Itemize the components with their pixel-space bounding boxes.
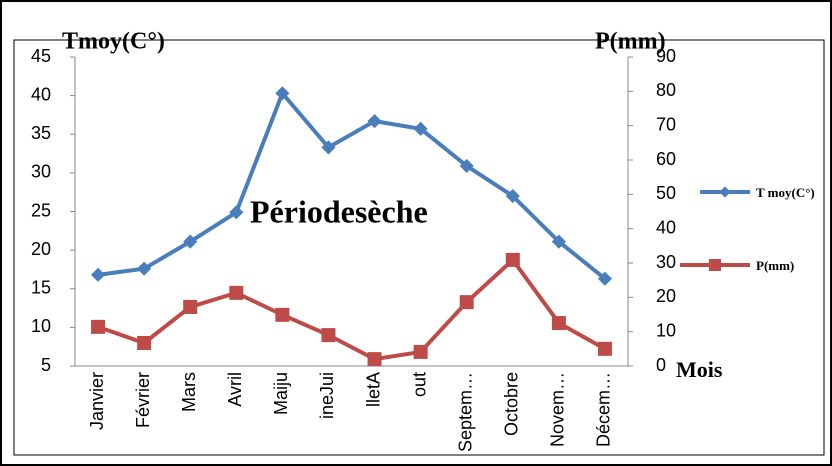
point [91, 319, 106, 334]
y-tick-label: 20 [31, 239, 51, 259]
y-tick-label: 15 [31, 278, 51, 298]
annotation: Périodesèche [250, 193, 428, 229]
point [459, 295, 474, 310]
point [321, 328, 336, 343]
y2-tick-label: 20 [656, 286, 676, 306]
y-tick-label: 40 [31, 84, 51, 104]
series-line [97, 257, 606, 362]
x-tick-label: Septem… [455, 372, 475, 452]
point [551, 234, 566, 249]
x-tick-label: out [409, 372, 429, 397]
x-tick-label: Octobre [502, 372, 522, 436]
y-tick-label: 5 [41, 355, 51, 375]
y2-tick-label: 90 [656, 46, 676, 66]
point [597, 341, 612, 356]
legend-label: T moy(C°) [756, 185, 815, 200]
point [321, 140, 336, 155]
y2-tick-label: 70 [656, 114, 676, 134]
x-tick-label: Janvier [87, 372, 107, 430]
point [367, 352, 382, 367]
plot-frame [13, 39, 825, 456]
x-tick-label: Décem… [594, 372, 614, 447]
y2-tick-label: 40 [656, 217, 676, 237]
point [137, 335, 152, 350]
point [551, 316, 566, 331]
y-tick-label: 30 [31, 162, 51, 182]
point [275, 307, 290, 322]
y2-tick-label: 30 [656, 252, 676, 272]
point [183, 299, 198, 314]
y2-tick-label: 0 [656, 355, 666, 375]
legend-label: P(mm) [756, 258, 794, 273]
point [275, 86, 290, 101]
x-tick-label: Novem… [548, 372, 568, 447]
point [229, 205, 244, 220]
point [90, 267, 106, 282]
x-tick-label: Février [133, 372, 153, 428]
legend-marker [709, 259, 721, 271]
y2-tick-label: 50 [656, 183, 676, 203]
y-tick-label: 25 [31, 200, 51, 220]
x-axis-title: Mois [676, 357, 723, 382]
y-tick-label: 35 [31, 123, 51, 143]
point [137, 261, 152, 276]
x-tick-label: ineJui [317, 372, 337, 419]
y-axis-title: Tmoy(C°) [62, 29, 165, 55]
point [413, 121, 428, 136]
point [367, 114, 382, 129]
series-line [97, 91, 607, 281]
point [413, 344, 428, 359]
point [505, 252, 520, 267]
point [183, 234, 198, 249]
y-tick-label: 10 [31, 316, 51, 336]
y-tick-label: 45 [31, 46, 51, 66]
point [459, 158, 474, 173]
y2-tick-label: 80 [656, 80, 676, 100]
y2-tick-label: 60 [656, 149, 676, 169]
x-tick-label: Avril [225, 372, 245, 407]
point [229, 285, 244, 300]
point [597, 271, 613, 286]
x-tick-label: lletA [363, 372, 383, 407]
y2-axis-title: P(mm) [595, 29, 666, 55]
x-tick-label: Mars [179, 372, 199, 412]
x-tick-label: Maiju [271, 372, 291, 415]
legend-marker [719, 186, 731, 198]
y2-tick-label: 10 [656, 320, 676, 340]
